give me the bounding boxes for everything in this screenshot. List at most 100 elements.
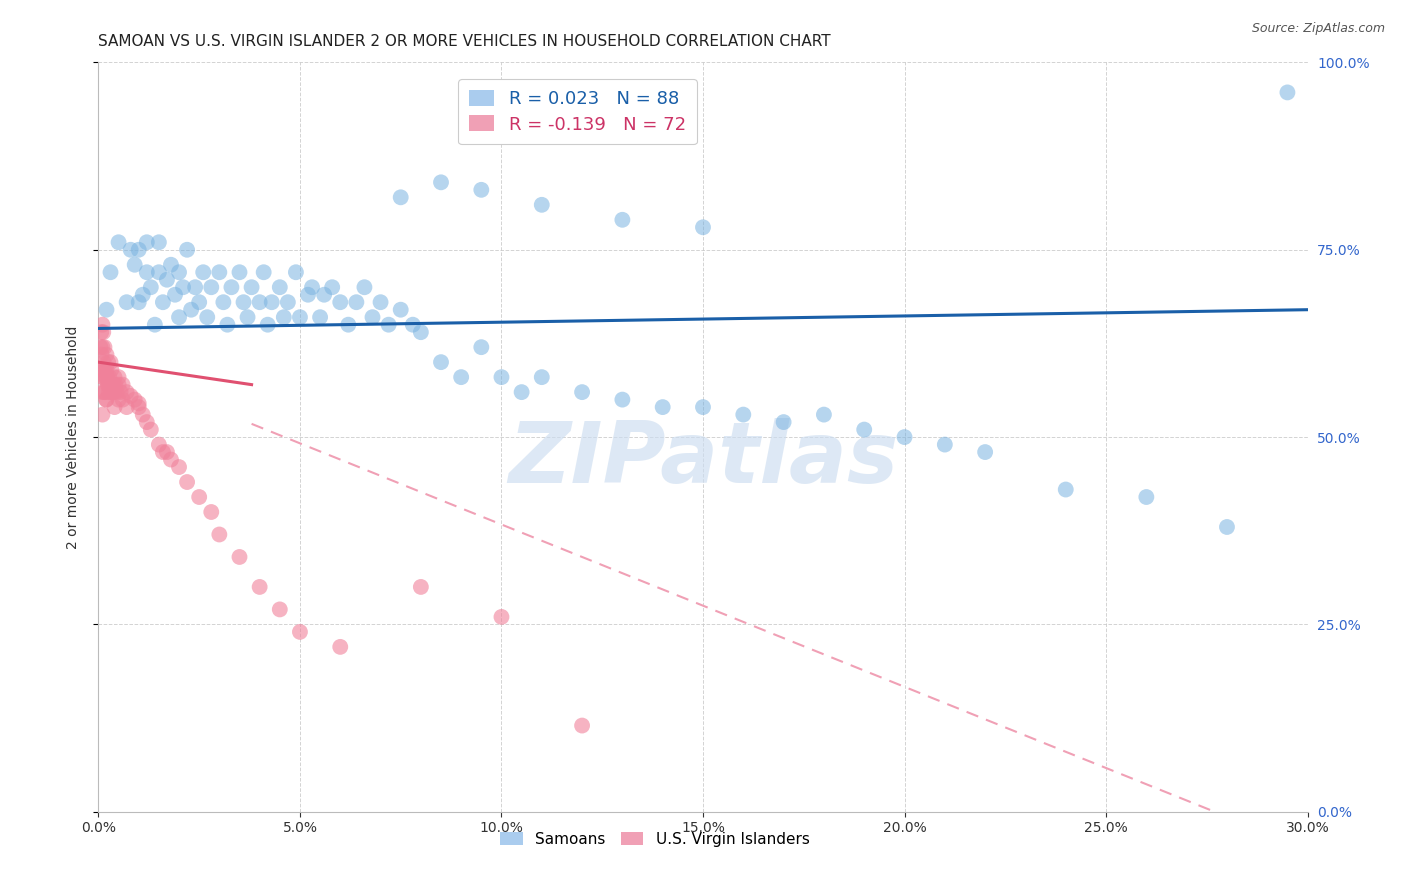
Point: [100, 355, 122, 369]
Point: [571, 385, 593, 400]
Point: [314, 287, 336, 301]
Point: [160, 258, 183, 272]
Point: [297, 287, 319, 301]
Point: [91, 340, 114, 354]
Point: [139, 423, 162, 437]
Point: [90, 325, 112, 339]
Point: [93, 385, 115, 400]
Point: [491, 370, 513, 384]
Point: [103, 377, 125, 392]
Point: [135, 415, 157, 429]
Point: [148, 265, 170, 279]
Point: [269, 602, 291, 616]
Point: [612, 212, 634, 227]
Point: [409, 325, 432, 339]
Point: [167, 310, 190, 325]
Point: [193, 265, 215, 279]
Point: [107, 235, 129, 250]
Point: [217, 318, 239, 332]
Point: [135, 235, 157, 250]
Point: [1216, 520, 1239, 534]
Point: [184, 280, 207, 294]
Point: [91, 370, 114, 384]
Point: [430, 175, 453, 189]
Point: [100, 265, 122, 279]
Point: [94, 370, 117, 384]
Legend: Samoans, U.S. Virgin Islanders: Samoans, U.S. Virgin Islanders: [494, 825, 815, 853]
Point: [139, 280, 162, 294]
Point: [120, 243, 142, 257]
Point: [128, 295, 150, 310]
Point: [277, 295, 299, 310]
Point: [100, 377, 122, 392]
Point: [107, 377, 129, 392]
Point: [132, 408, 155, 422]
Point: [94, 392, 117, 407]
Point: [132, 287, 155, 301]
Point: [470, 340, 492, 354]
Point: [156, 445, 179, 459]
Point: [344, 295, 367, 310]
Point: [103, 400, 125, 414]
Point: [491, 610, 513, 624]
Point: [273, 310, 295, 325]
Point: [212, 295, 235, 310]
Point: [321, 280, 343, 294]
Point: [249, 295, 271, 310]
Point: [96, 392, 118, 407]
Point: [329, 295, 352, 310]
Point: [156, 273, 179, 287]
Point: [530, 198, 553, 212]
Point: [97, 385, 120, 400]
Point: [309, 310, 332, 325]
Point: [143, 318, 166, 332]
Point: [97, 377, 120, 392]
Point: [167, 460, 190, 475]
Point: [402, 318, 425, 332]
Point: [96, 370, 118, 384]
Point: [571, 718, 593, 732]
Point: [450, 370, 472, 384]
Point: [128, 400, 150, 414]
Point: [148, 437, 170, 451]
Point: [329, 640, 352, 654]
Point: [813, 408, 835, 422]
Point: [256, 318, 278, 332]
Point: [100, 385, 122, 400]
Point: [733, 408, 755, 422]
Point: [110, 385, 132, 400]
Point: [93, 340, 115, 354]
Point: [89, 340, 111, 354]
Point: [115, 400, 138, 414]
Point: [1054, 483, 1077, 497]
Point: [269, 280, 291, 294]
Point: [188, 490, 211, 504]
Point: [853, 423, 876, 437]
Point: [107, 370, 129, 384]
Point: [430, 355, 453, 369]
Point: [103, 385, 125, 400]
Point: [370, 295, 392, 310]
Point: [200, 280, 222, 294]
Point: [90, 348, 112, 362]
Point: [91, 325, 114, 339]
Point: [96, 362, 118, 376]
Point: [100, 362, 122, 376]
Point: [91, 408, 114, 422]
Point: [148, 235, 170, 250]
Point: [470, 183, 492, 197]
Point: [353, 280, 375, 294]
Point: [934, 437, 956, 451]
Point: [96, 370, 118, 384]
Point: [260, 295, 283, 310]
Point: [128, 396, 150, 410]
Point: [692, 220, 714, 235]
Point: [651, 400, 673, 414]
Point: [115, 295, 138, 310]
Point: [409, 580, 432, 594]
Point: [176, 475, 198, 489]
Point: [284, 265, 307, 279]
Point: [893, 430, 915, 444]
Point: [172, 280, 194, 294]
Point: [107, 392, 129, 407]
